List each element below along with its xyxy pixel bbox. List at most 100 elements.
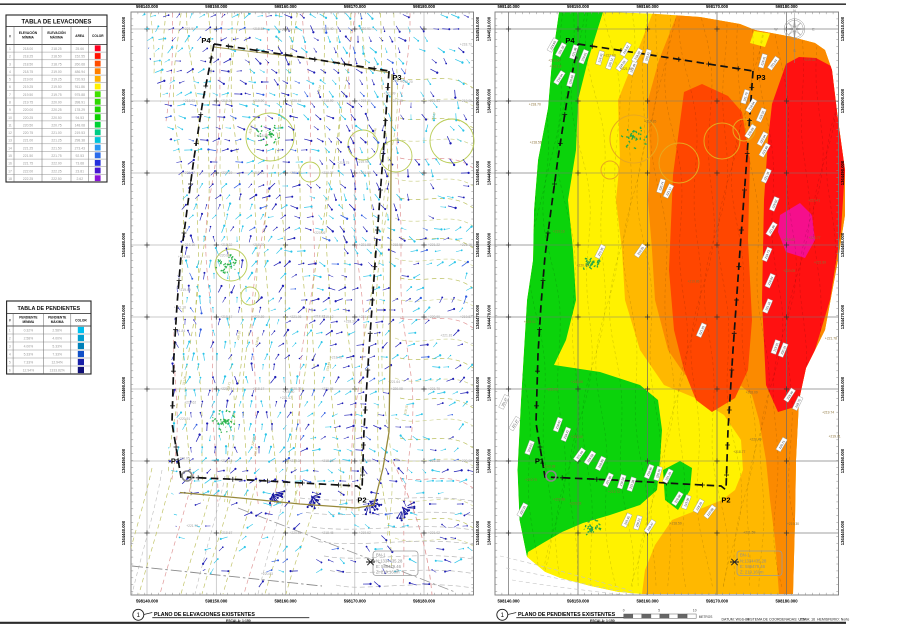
svg-text:219.50: 219.50 bbox=[23, 93, 33, 97]
svg-text:219.01: 219.01 bbox=[580, 52, 587, 62]
svg-text:219.29: 219.29 bbox=[636, 246, 645, 256]
svg-text:ZONA: 16: ZONA: 16 bbox=[800, 617, 816, 621]
svg-text:+219.40: +219.40 bbox=[322, 27, 334, 31]
svg-text:2: 2 bbox=[9, 55, 11, 59]
svg-text:6: 6 bbox=[9, 368, 11, 372]
svg-text:219.75: 219.75 bbox=[51, 93, 61, 97]
svg-text:ESCALA: 1:150: ESCALA: 1:150 bbox=[226, 619, 251, 623]
svg-text:+218.56: +218.56 bbox=[391, 243, 403, 247]
svg-text:220.31: 220.31 bbox=[780, 345, 787, 355]
svg-text:598170.000: 598170.000 bbox=[706, 4, 729, 9]
svg-text:221.64: 221.64 bbox=[770, 58, 779, 68]
svg-text:+221.70: +221.70 bbox=[428, 387, 440, 391]
svg-text:E: 586479.46: E: 586479.46 bbox=[376, 564, 402, 569]
svg-text:220.98: 220.98 bbox=[674, 494, 682, 504]
svg-text:+221.60: +221.60 bbox=[604, 53, 616, 57]
svg-text:+221.02: +221.02 bbox=[428, 531, 440, 535]
svg-text:+220.90: +220.90 bbox=[428, 315, 440, 319]
svg-text:+220.16: +220.16 bbox=[391, 79, 403, 83]
svg-text:DATUM: WGS-84: DATUM: WGS-84 bbox=[722, 617, 750, 621]
svg-text:+219.33: +219.33 bbox=[803, 58, 815, 62]
svg-text:598180.000: 598180.000 bbox=[413, 4, 436, 9]
svg-text:+220.08: +220.08 bbox=[391, 387, 403, 391]
svg-text:+220.05: +220.05 bbox=[783, 269, 795, 273]
svg-text:218.75: 218.75 bbox=[51, 62, 61, 66]
svg-text:1344450.000: 1344450.000 bbox=[487, 448, 492, 473]
svg-text:219.96: 219.96 bbox=[372, 128, 378, 138]
svg-text:+221.18: +221.18 bbox=[174, 306, 186, 310]
svg-text:218.24: 218.24 bbox=[316, 85, 322, 95]
svg-text:218.50: 218.50 bbox=[51, 55, 61, 59]
svg-text:+220.37: +220.37 bbox=[322, 171, 334, 175]
svg-text:+220.18: +220.18 bbox=[550, 64, 562, 68]
svg-text:3: 3 bbox=[9, 62, 11, 66]
svg-text:+219.87: +219.87 bbox=[460, 315, 472, 319]
svg-text:0: 0 bbox=[623, 608, 625, 612]
svg-text:219.65: 219.65 bbox=[549, 40, 557, 50]
svg-text:+221.38: +221.38 bbox=[428, 459, 440, 463]
svg-text:219.41: 219.41 bbox=[760, 56, 767, 66]
svg-text:598150.000: 598150.000 bbox=[567, 4, 590, 9]
svg-text:+221.88: +221.88 bbox=[359, 243, 371, 247]
svg-text:1344440.000: 1344440.000 bbox=[121, 520, 126, 545]
svg-text:+219.72: +219.72 bbox=[608, 490, 620, 494]
svg-text:+221.92: +221.92 bbox=[290, 171, 302, 175]
svg-text:219.81: 219.81 bbox=[254, 336, 260, 346]
svg-text:5.33%: 5.33% bbox=[24, 352, 34, 356]
svg-text:486.94: 486.94 bbox=[75, 70, 85, 74]
svg-text:598150.000: 598150.000 bbox=[205, 599, 228, 604]
svg-text:1344470.000: 1344470.000 bbox=[487, 304, 492, 329]
svg-text:1344510.000: 1344510.000 bbox=[121, 16, 126, 41]
svg-text:ELEVACIÓN: ELEVACIÓN bbox=[47, 30, 66, 35]
svg-text:+219.12: +219.12 bbox=[322, 315, 334, 319]
svg-text:P2: P2 bbox=[721, 496, 730, 505]
svg-text:1344460.000: 1344460.000 bbox=[840, 376, 845, 401]
svg-text:218.64: 218.64 bbox=[748, 101, 756, 111]
svg-text:221.50: 221.50 bbox=[23, 154, 33, 158]
svg-text:73.68: 73.68 bbox=[76, 162, 85, 166]
svg-text:4: 4 bbox=[9, 70, 11, 74]
svg-text:PLANO DE ELEVACIONES EXISTENTE: PLANO DE ELEVACIONES EXISTENTES bbox=[154, 612, 255, 618]
svg-text:+220.23: +220.23 bbox=[569, 502, 581, 506]
svg-text:975.88: 975.88 bbox=[75, 93, 85, 97]
svg-text:5: 5 bbox=[658, 608, 660, 612]
svg-text:ESCALA: 1:150: ESCALA: 1:150 bbox=[590, 619, 615, 623]
svg-text:221.20: 221.20 bbox=[664, 471, 672, 481]
svg-text:1344500.000: 1344500.000 bbox=[840, 88, 845, 113]
svg-text:218.69: 218.69 bbox=[618, 59, 627, 69]
svg-text:219.71: 219.71 bbox=[226, 381, 232, 391]
svg-text:+219.90: +219.90 bbox=[252, 99, 264, 103]
svg-text:+219.30: +219.30 bbox=[787, 522, 799, 526]
svg-text:398.91: 398.91 bbox=[75, 101, 85, 105]
svg-text:218.22: 218.22 bbox=[758, 110, 766, 120]
svg-text:598180.000: 598180.000 bbox=[775, 599, 798, 604]
svg-text:720.93: 720.93 bbox=[75, 78, 85, 82]
svg-text:8: 8 bbox=[9, 101, 11, 105]
svg-text:#: # bbox=[9, 319, 11, 323]
svg-text:N: N bbox=[793, 9, 796, 13]
svg-text:222.25: 222.25 bbox=[23, 177, 33, 181]
svg-text:219.73: 219.73 bbox=[764, 249, 771, 259]
svg-text:1: 1 bbox=[9, 47, 11, 51]
svg-text:P3: P3 bbox=[392, 73, 401, 82]
svg-text:221.25: 221.25 bbox=[51, 139, 61, 143]
svg-text:221.16: 221.16 bbox=[764, 301, 771, 311]
svg-text:+218.99: +218.99 bbox=[322, 99, 334, 103]
svg-text:BN-1: BN-1 bbox=[740, 553, 750, 558]
svg-text:152.55: 152.55 bbox=[75, 55, 85, 59]
svg-text:3: 3 bbox=[9, 344, 11, 348]
svg-text:12.94%: 12.94% bbox=[51, 360, 63, 364]
svg-text:1344510.000: 1344510.000 bbox=[840, 16, 845, 41]
svg-text:598150.000: 598150.000 bbox=[567, 599, 590, 604]
svg-text:+219.16: +219.16 bbox=[553, 230, 565, 234]
svg-text:220.50: 220.50 bbox=[23, 123, 33, 127]
svg-text:221.27: 221.27 bbox=[501, 397, 509, 407]
svg-text:220.22: 220.22 bbox=[635, 517, 642, 527]
svg-text:1344470.000: 1344470.000 bbox=[840, 304, 845, 329]
svg-text:+221.99: +221.99 bbox=[383, 91, 395, 95]
svg-text:0.32%: 0.32% bbox=[24, 328, 34, 332]
svg-text:+218.45: +218.45 bbox=[322, 531, 334, 535]
svg-text:+218.72: +218.72 bbox=[460, 42, 472, 46]
svg-text:219.50: 219.50 bbox=[51, 85, 61, 89]
svg-text:178.29: 178.29 bbox=[75, 108, 85, 112]
